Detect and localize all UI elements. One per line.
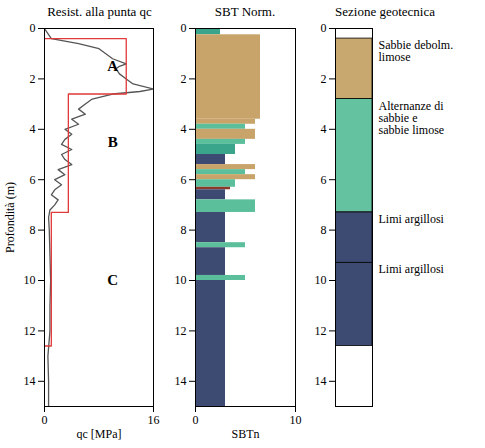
- svg-text:SBTn: SBTn: [231, 427, 259, 441]
- svg-text:Alternanze disabbie esabbie li: Alternanze disabbie esabbie limose: [379, 99, 445, 137]
- svg-text:6: 6: [181, 173, 187, 187]
- svg-text:Sabbie debolm.limose: Sabbie debolm.limose: [379, 38, 454, 64]
- svg-text:8: 8: [321, 223, 327, 237]
- svg-text:qc [MPa]: qc [MPa]: [77, 427, 122, 441]
- svg-text:8: 8: [181, 223, 187, 237]
- svg-text:A: A: [107, 58, 118, 74]
- svg-text:4: 4: [321, 122, 327, 136]
- svg-text:12: 12: [175, 324, 187, 338]
- svg-text:C: C: [107, 272, 118, 288]
- svg-text:0: 0: [193, 413, 199, 427]
- svg-text:12: 12: [24, 324, 36, 338]
- svg-text:Limi argillosi: Limi argillosi: [379, 262, 445, 276]
- svg-text:Limi argillosi: Limi argillosi: [379, 212, 445, 226]
- svg-text:0: 0: [321, 21, 327, 35]
- svg-text:B: B: [108, 134, 118, 150]
- svg-text:16: 16: [148, 413, 160, 427]
- svg-text:Profondità (m): Profondità (m): [3, 182, 17, 253]
- svg-text:4: 4: [30, 122, 36, 136]
- svg-text:2: 2: [321, 72, 327, 86]
- svg-text:12: 12: [315, 324, 327, 338]
- svg-text:0: 0: [181, 21, 187, 35]
- html-text:SBT Norm.: SBT Norm.: [214, 4, 276, 19]
- html-text:Resist. alla punta qc: Resist. alla punta qc: [47, 4, 152, 19]
- svg-text:10: 10: [24, 273, 36, 287]
- svg-text:14: 14: [24, 374, 36, 388]
- svg-text:10: 10: [175, 273, 187, 287]
- svg-text:14: 14: [315, 374, 327, 388]
- svg-text:10: 10: [290, 413, 302, 427]
- svg-text:14: 14: [175, 374, 187, 388]
- svg-text:10: 10: [315, 273, 327, 287]
- svg-text:0: 0: [30, 21, 36, 35]
- svg-text:0: 0: [42, 413, 48, 427]
- html-text:Sezione geotecnica: Sezione geotecnica: [335, 4, 435, 19]
- svg-text:6: 6: [321, 173, 327, 187]
- svg-text:4: 4: [181, 122, 187, 136]
- svg-text:2: 2: [181, 72, 187, 86]
- svg-text:2: 2: [30, 72, 36, 86]
- svg-text:6: 6: [30, 173, 36, 187]
- svg-text:8: 8: [30, 223, 36, 237]
